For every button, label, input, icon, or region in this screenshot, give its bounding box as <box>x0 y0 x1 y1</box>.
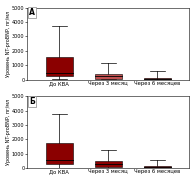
Bar <box>95 161 122 167</box>
Bar <box>144 166 171 168</box>
Bar <box>144 78 171 79</box>
Text: Б: Б <box>29 97 35 106</box>
Y-axis label: Уровень NT-proBNP, пг/мл: Уровень NT-proBNP, пг/мл <box>5 99 11 165</box>
Bar <box>46 57 73 76</box>
Y-axis label: Уровень NT-proBNP, пг/мл: Уровень NT-proBNP, пг/мл <box>5 11 11 77</box>
Text: А: А <box>29 8 35 17</box>
Bar <box>95 74 122 78</box>
Bar <box>46 143 73 164</box>
